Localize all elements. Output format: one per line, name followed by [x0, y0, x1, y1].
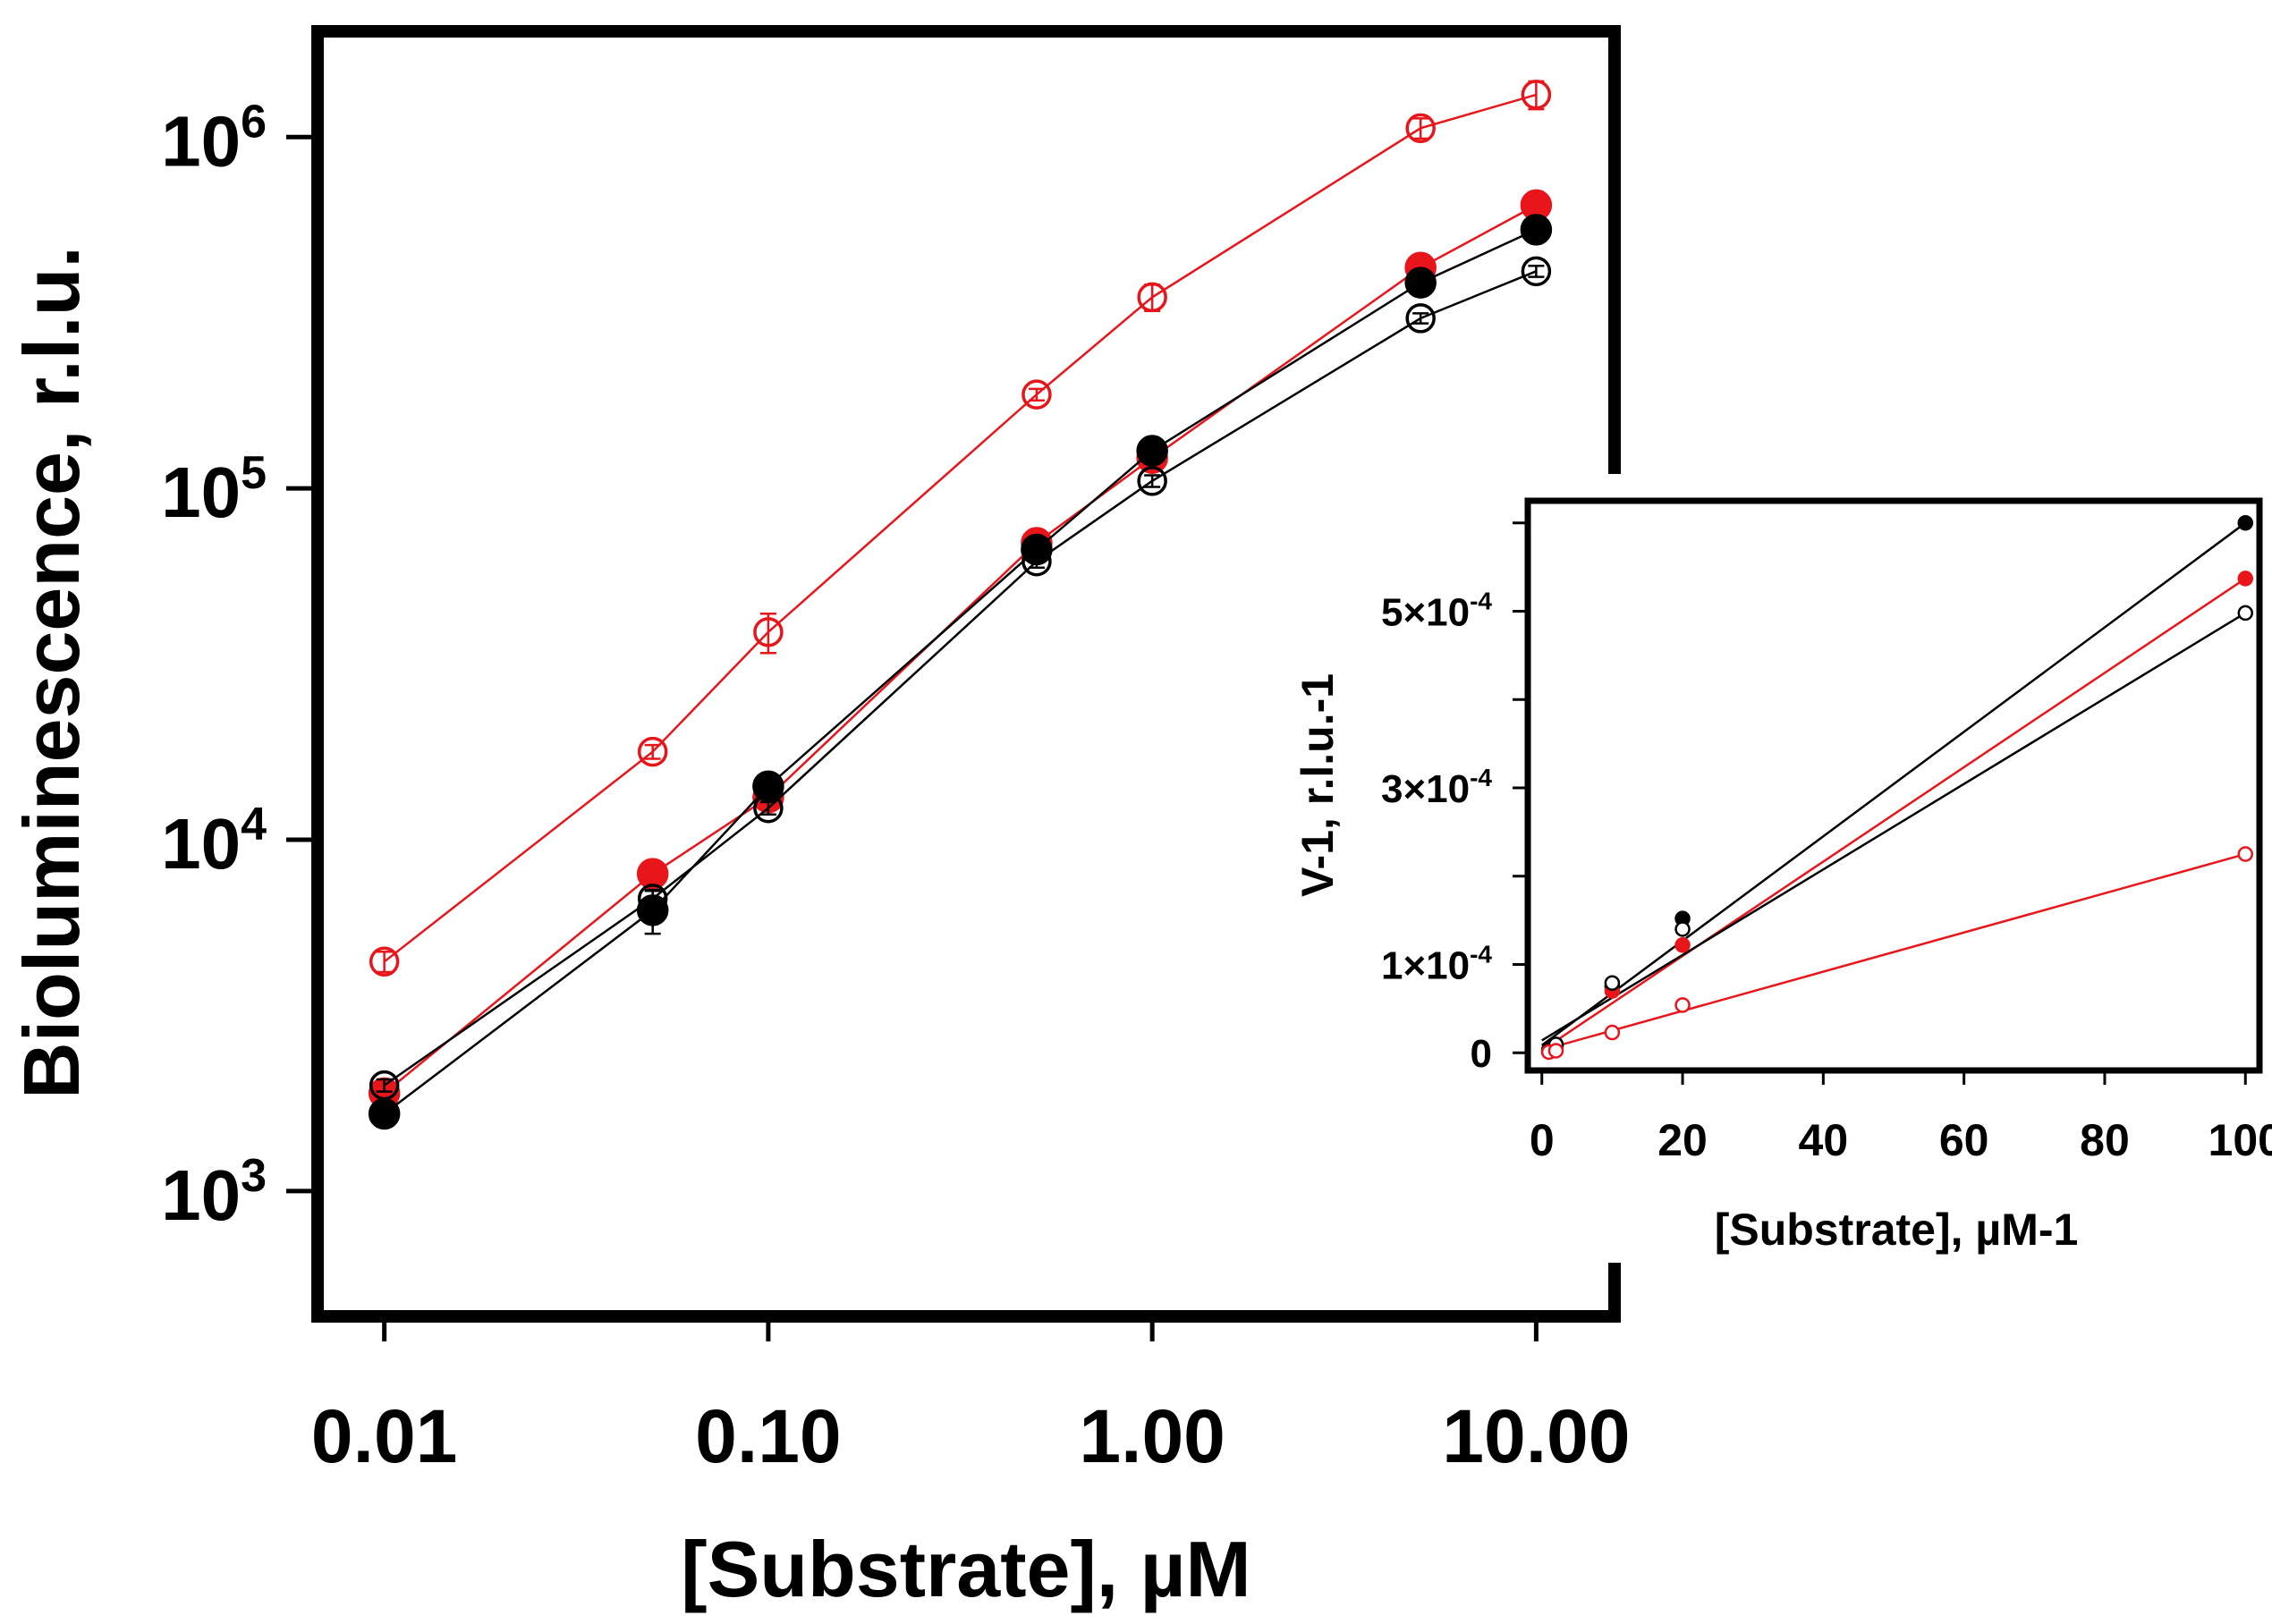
inset-x-tick-label: 100: [2208, 1115, 2272, 1165]
main-series-3: [368, 214, 1553, 1130]
main-x-tick-label: 1.00: [1079, 1394, 1225, 1478]
inset-y-axis-label: V-1, r.l.u.-1: [1293, 673, 1343, 897]
main-series-line: [383, 93, 1537, 963]
main-series-2: [368, 189, 1553, 1110]
main-x-axis-ticks: 0.01 0.10 1.00 10.00: [311, 1316, 1630, 1478]
inset-x-tick-label: 20: [1657, 1115, 1708, 1165]
main-y-axis-ticks: 103 104 105 106: [161, 96, 318, 1235]
inset-data-point: [2237, 605, 2254, 622]
inset-x-axis-label: [Substrate], µM-1: [1715, 1205, 2079, 1255]
main-series-line: [383, 228, 1537, 1115]
inset-x-tick-label: 80: [2080, 1115, 2130, 1165]
main-plot-frame: [311, 25, 1621, 1323]
main-data-point: [1137, 466, 1167, 496]
main-y-tick-label: 103: [161, 1150, 267, 1235]
main-x-tick-label: 10.00: [1442, 1394, 1630, 1478]
main-data-point: [1521, 256, 1552, 287]
inset-series-4: [1540, 846, 2254, 1061]
main-data-point: [1404, 266, 1437, 299]
inset-fit-line: [1541, 577, 2246, 1052]
inset-x-tick-label: 60: [1939, 1115, 1989, 1165]
main-data-point: [1022, 546, 1052, 577]
main-data-point: [637, 736, 668, 767]
main-series-line: [383, 204, 1537, 1095]
inset-fit-line: [1540, 521, 2247, 1046]
main-x-axis-label: [Substrate], µM: [681, 1525, 1250, 1613]
inset-data-point: [1674, 921, 1691, 937]
main-y-tick-label: 104: [161, 799, 267, 884]
inset-fit-line: [1541, 612, 2246, 1042]
inset-y-tick-label: 0: [1471, 1032, 1492, 1076]
main-data-point: [1520, 214, 1553, 246]
main-series-1: [369, 80, 1552, 977]
inset-data-point: [1604, 1024, 1621, 1041]
inset-x-tick-label: 0: [1530, 1115, 1555, 1165]
inset-y-tick-label: 3×10-4: [1381, 764, 1492, 811]
main-data-point: [636, 858, 669, 890]
main-data-point: [753, 792, 784, 824]
inset-y-tick-label: 5×10-4: [1381, 587, 1492, 634]
main-data-point: [369, 946, 400, 977]
main-y-axis-label: Bioluminescence, r.l.u.: [7, 246, 96, 1099]
main-plot-marks: [368, 80, 1553, 1130]
inset-chart: 0 20 40 60 80 100 0 1×10-4 3×10-4 5×10-4 [Substr…: [1293, 497, 2272, 1255]
inset-data-point: [1547, 1043, 1564, 1059]
inset-data-point: [2237, 571, 2254, 587]
main-x-tick-label: 0.01: [311, 1394, 458, 1478]
inset-x-tick-label: 40: [1799, 1115, 1849, 1165]
inset-fit-line: [1541, 852, 2246, 1052]
inset-data-point: [2237, 846, 2254, 862]
main-data-point: [1022, 379, 1052, 410]
main-data-point: [753, 617, 784, 647]
main-data-point: [1136, 435, 1168, 467]
main-data-point: [1405, 113, 1436, 144]
inset-y-axis-ticks: 0 1×10-4 3×10-4 5×10-4: [1381, 521, 1528, 1076]
inset-x-axis-ticks: 0 20 40 60 80 100: [1530, 1070, 2272, 1165]
main-chart: 0.01 0.10 1.00 10.00 103 104 105 106 [Substrat…: [7, 25, 1630, 1613]
main-data-point: [637, 884, 668, 914]
main-data-point: [1521, 80, 1552, 110]
main-y-tick-label: 106: [161, 96, 267, 181]
main-data-point: [1137, 282, 1167, 313]
main-data-point: [752, 770, 784, 802]
inset-plot-marks: [1540, 514, 2254, 1061]
inset-data-point: [1674, 937, 1691, 953]
main-series-4: [369, 256, 1552, 1101]
inset-data-point: [1674, 997, 1691, 1013]
main-data-point: [1405, 303, 1436, 334]
main-x-tick-label: 0.10: [695, 1394, 842, 1478]
main-series-line: [383, 270, 1537, 1087]
inset-data-point: [2237, 514, 2254, 531]
inset-y-tick-label: 1×10-4: [1381, 940, 1492, 987]
main-data-point: [368, 1097, 401, 1130]
main-y-tick-label: 105: [161, 447, 267, 532]
inset-data-point: [1604, 975, 1621, 991]
main-data-point: [369, 1070, 400, 1101]
